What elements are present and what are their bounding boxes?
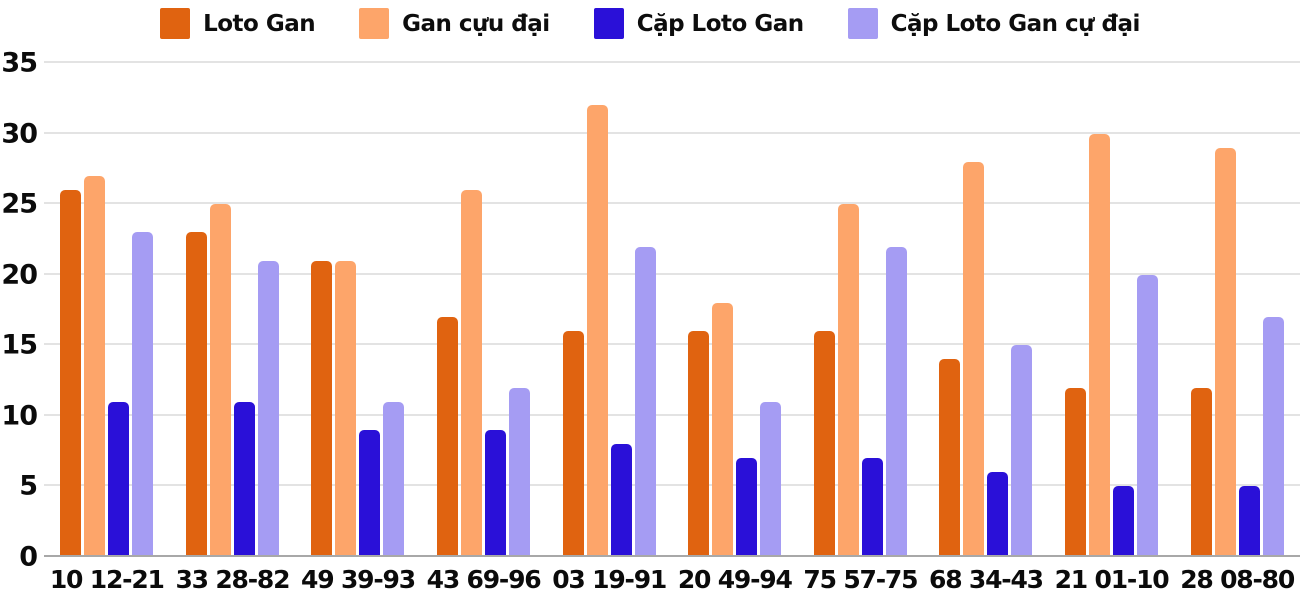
bar-group (1174, 63, 1300, 557)
gridline (44, 131, 1300, 134)
x-axis-label: 21 01-10 (1054, 564, 1170, 594)
bar-4-group-7[interactable] (885, 246, 907, 557)
y-axis-tick-label: 15 (1, 329, 38, 361)
x-axis-label: 75 57-75 (803, 564, 918, 594)
bar-2-group-3[interactable] (335, 260, 357, 557)
legend-swatch-icon (359, 8, 390, 39)
y-axis-tick-label: 25 (1, 188, 38, 220)
plot-area (44, 61, 1300, 557)
chart-legend: Loto Gan Gan cựu đại Cặp Loto Gan Cặp Loto … (0, 8, 1300, 39)
y-axis-tick-label: 30 (1, 118, 38, 150)
bar-group (170, 63, 296, 557)
bar-1-group-3[interactable] (311, 260, 333, 557)
legend-label: Cặp Loto Gan (636, 10, 804, 37)
gridline (44, 272, 1300, 275)
gridline (44, 61, 1300, 63)
bar-3-group-6[interactable] (736, 458, 758, 557)
x-axis-label: 43 69-96 (426, 564, 542, 594)
bar-group (1049, 63, 1175, 557)
bar-groups (44, 63, 1300, 557)
bar-1-group-7[interactable] (813, 331, 835, 557)
bar-group (295, 63, 421, 557)
bar-3-group-7[interactable] (861, 458, 883, 557)
bar-1-group-5[interactable] (562, 331, 584, 557)
gridline (44, 413, 1300, 416)
x-axis-label: 49 39-93 (301, 564, 416, 594)
x-axis-label: 10 12-21 (49, 564, 165, 594)
y-axis-tick-label: 0 (19, 541, 38, 573)
bar-1-group-6[interactable] (688, 331, 710, 557)
legend-label: Cặp Loto Gan cự đại (890, 10, 1141, 37)
bar-2-group-6[interactable] (712, 302, 734, 557)
bar-1-group-9[interactable] (1065, 387, 1087, 557)
bar-3-group-3[interactable] (359, 429, 381, 557)
legend-swatch-icon (160, 8, 191, 39)
y-axis: 0 5 10 15 20 25 30 35 (0, 50, 38, 571)
bar-group (546, 63, 672, 557)
bar-4-group-10[interactable] (1262, 317, 1284, 557)
bar-2-group-5[interactable] (586, 105, 608, 557)
y-axis-tick-label: 5 (19, 470, 38, 502)
bar-2-group-2[interactable] (209, 204, 231, 557)
gridline (44, 343, 1300, 346)
bar-group (923, 63, 1049, 557)
bar-3-group-4[interactable] (485, 429, 507, 557)
bar-1-group-8[interactable] (939, 359, 961, 557)
bar-4-group-3[interactable] (383, 401, 405, 557)
legend-item[interactable]: Cặp Loto Gan cự đại (847, 8, 1141, 39)
legend-swatch-icon (847, 8, 878, 39)
y-axis-tick-label: 35 (1, 47, 38, 79)
bar-2-group-7[interactable] (837, 204, 859, 557)
legend-item[interactable]: Gan cựu đại (359, 8, 550, 39)
x-axis-label: 20 49-94 (677, 564, 793, 594)
bar-1-group-2[interactable] (185, 232, 207, 557)
bar-4-group-6[interactable] (760, 401, 782, 557)
bar-3-group-5[interactable] (610, 444, 632, 557)
bar-3-group-1[interactable] (108, 401, 130, 557)
bar-3-group-10[interactable] (1238, 486, 1260, 557)
x-axis-label: 28 08-80 (1180, 564, 1295, 594)
x-axis-label: 03 19-91 (552, 564, 667, 594)
bar-4-group-5[interactable] (634, 246, 656, 557)
bar-4-group-1[interactable] (132, 232, 154, 557)
bar-2-group-9[interactable] (1089, 133, 1111, 557)
bar-4-group-2[interactable] (257, 260, 279, 557)
bar-1-group-1[interactable] (60, 190, 82, 557)
bar-group (421, 63, 547, 557)
y-axis-tick-label: 20 (1, 259, 38, 291)
bar-1-group-4[interactable] (437, 317, 459, 557)
bar-group (672, 63, 798, 557)
bar-1-group-10[interactable] (1190, 387, 1212, 557)
bar-4-group-8[interactable] (1011, 345, 1033, 557)
x-axis-label: 33 28-82 (175, 564, 290, 594)
bar-4-group-4[interactable] (509, 387, 531, 557)
legend-item[interactable]: Loto Gan (160, 8, 316, 39)
legend-label: Loto Gan (203, 10, 316, 37)
gridline (44, 484, 1300, 487)
bar-group (798, 63, 924, 557)
y-axis-tick-label: 10 (1, 400, 38, 432)
x-axis-baseline (44, 555, 1300, 557)
legend-swatch-icon (593, 8, 624, 39)
bar-4-group-9[interactable] (1137, 274, 1159, 557)
bar-2-group-1[interactable] (84, 175, 106, 557)
legend-label: Gan cựu đại (402, 10, 550, 37)
bar-2-group-10[interactable] (1214, 147, 1236, 557)
bar-3-group-2[interactable] (233, 401, 255, 557)
bar-group (44, 63, 170, 557)
x-axis-label: 68 34-43 (929, 564, 1044, 594)
gridline (44, 202, 1300, 205)
legend-item[interactable]: Cặp Loto Gan (593, 8, 804, 39)
x-axis: 10 12-21 33 28-82 49 39-93 43 69-96 03 19-91… (44, 562, 1300, 596)
bar-2-group-8[interactable] (963, 161, 985, 557)
bar-3-group-9[interactable] (1113, 486, 1135, 557)
bar-2-group-4[interactable] (461, 190, 483, 557)
bar-3-group-8[interactable] (987, 472, 1009, 557)
